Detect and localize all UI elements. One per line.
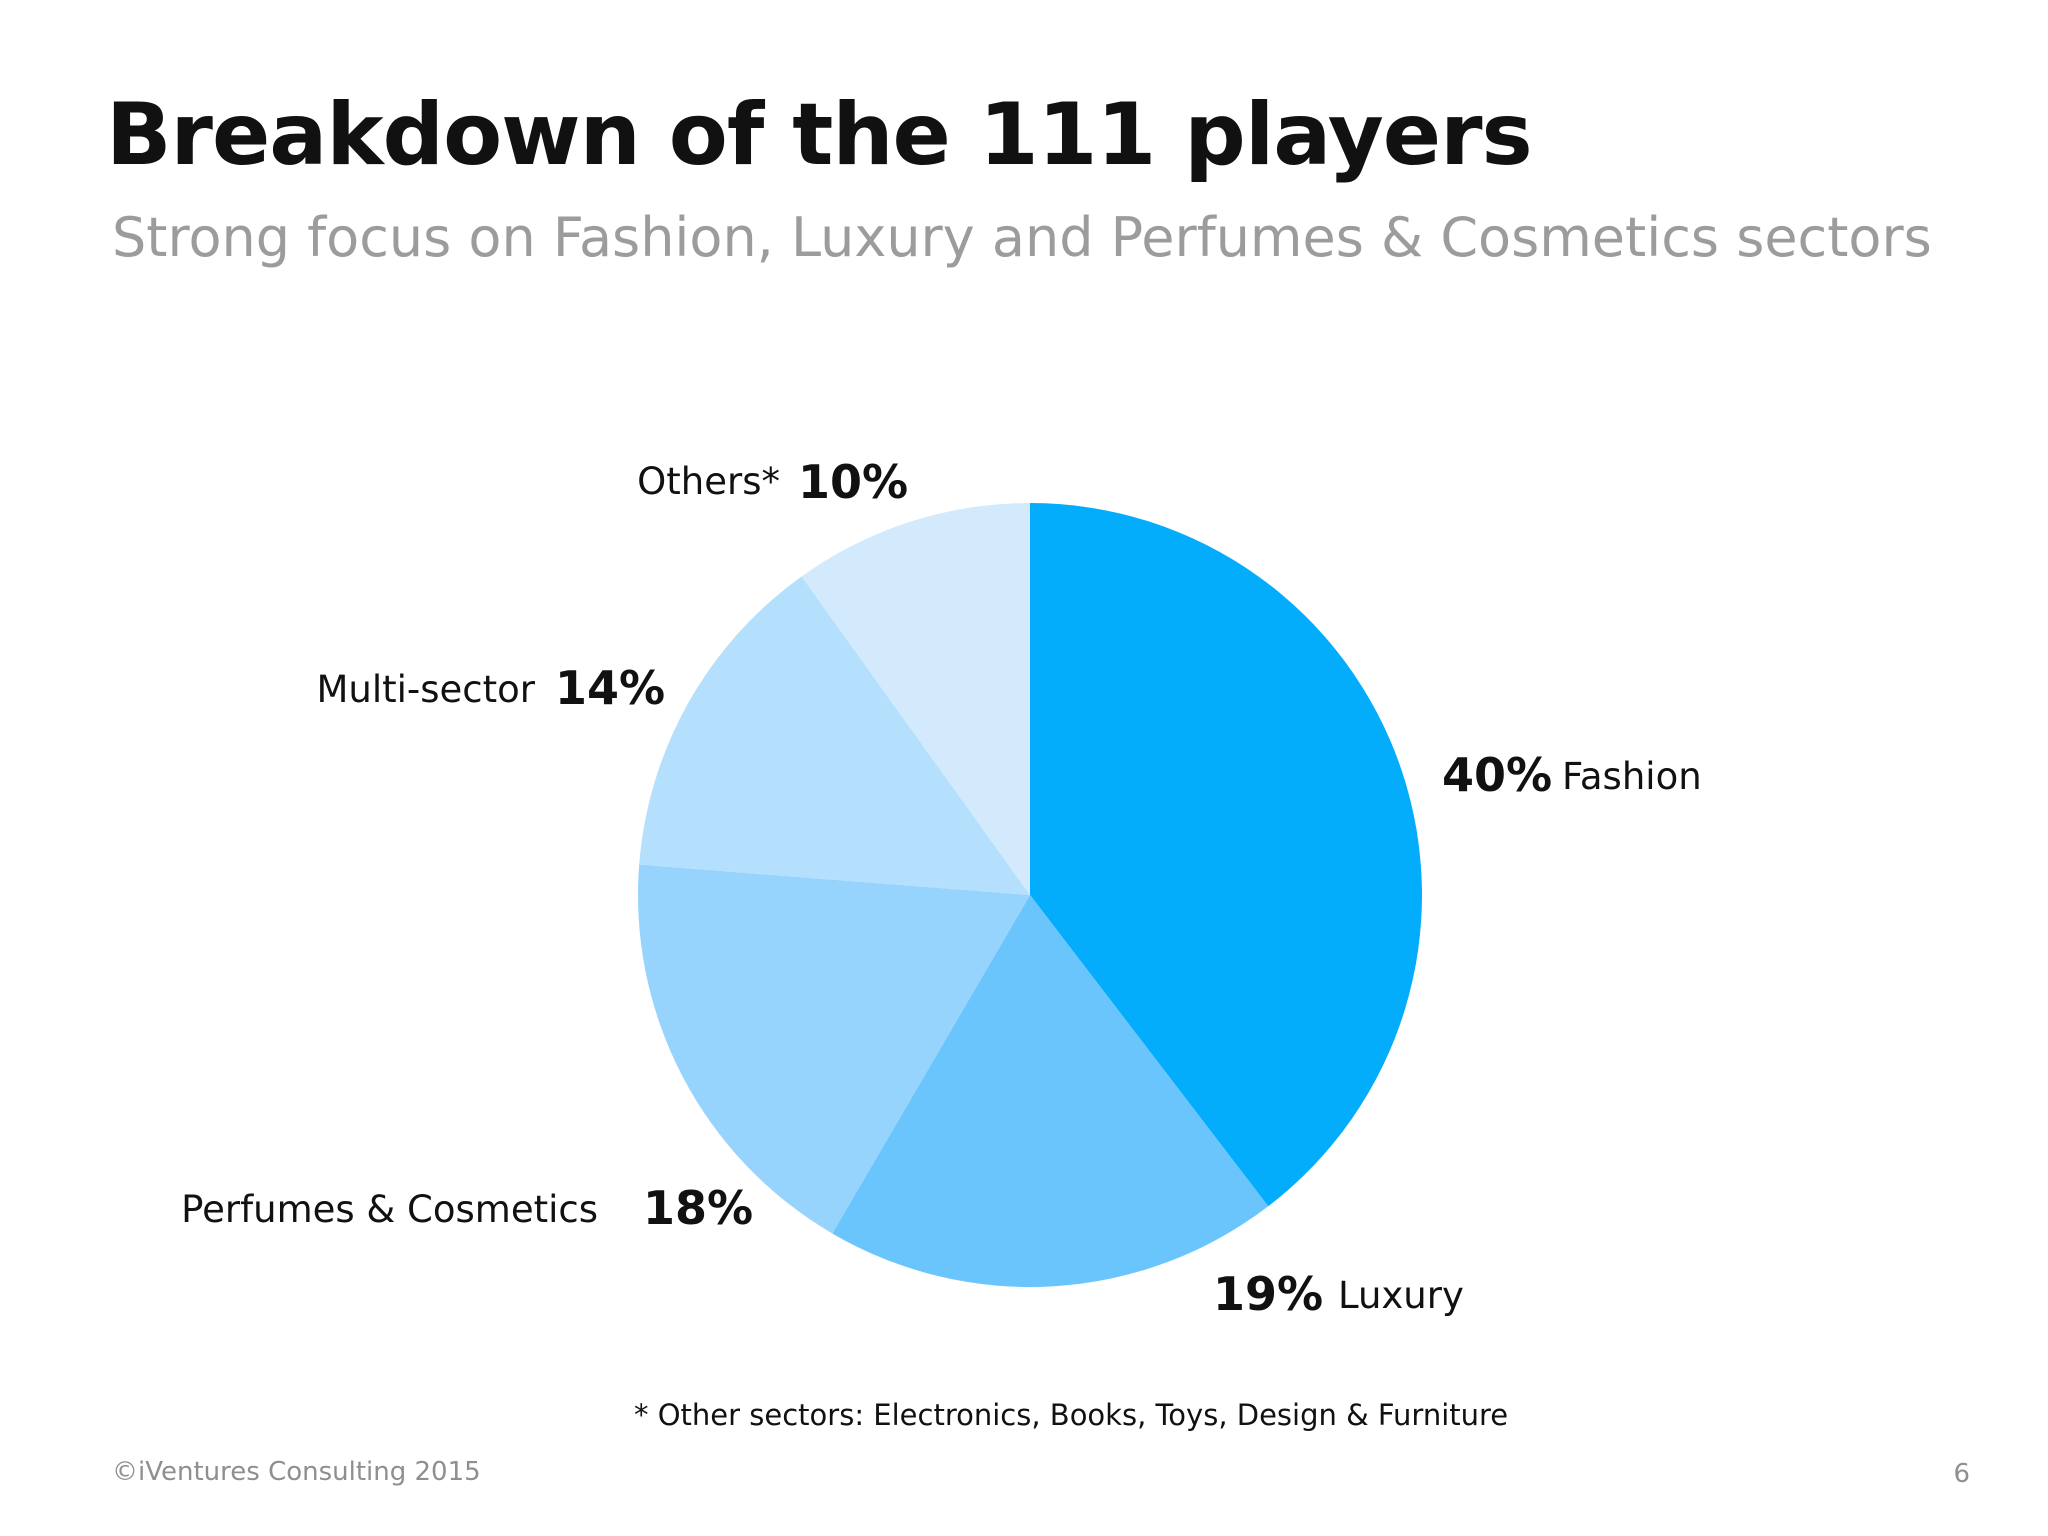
slide-title: Breakdown of the 111 players — [106, 85, 1533, 185]
pie-slice-perfumes-cosmetics — [637, 864, 1030, 1234]
slice-value-label: 10% — [798, 455, 908, 509]
copyright: ©iVentures Consulting 2015 — [112, 1457, 481, 1487]
slice-category-label: Luxury — [1338, 1274, 1464, 1317]
pie-slice-fashion — [1030, 503, 1422, 1207]
pie-slice-luxury — [832, 895, 1269, 1287]
slice-value-label: 40% — [1442, 748, 1552, 802]
slice-category-label: Multi-sector — [316, 668, 535, 711]
slice-value-label: 14% — [555, 661, 665, 715]
footnote: * Other sectors: Electronics, Books, Toy… — [634, 1398, 1509, 1432]
pie-labels: 40% Fashion 19% Luxury 18% Perfumes & Cosmeti… — [181, 455, 1702, 1321]
pie-slices — [637, 503, 1422, 1287]
slice-category-label: Perfumes & Cosmetics — [181, 1188, 598, 1231]
pie-slice-others — [801, 503, 1030, 895]
page-number: 6 — [1953, 1459, 1970, 1489]
pie-slice-multi-sector — [639, 576, 1030, 895]
slice-category-label: Fashion — [1562, 755, 1702, 798]
slice-value-label: 19% — [1213, 1267, 1323, 1321]
slide-subtitle: Strong focus on Fashion, Luxury and Perf… — [112, 206, 1932, 269]
slice-category-label: Others* — [637, 460, 780, 503]
slice-value-label: 18% — [643, 1181, 753, 1235]
